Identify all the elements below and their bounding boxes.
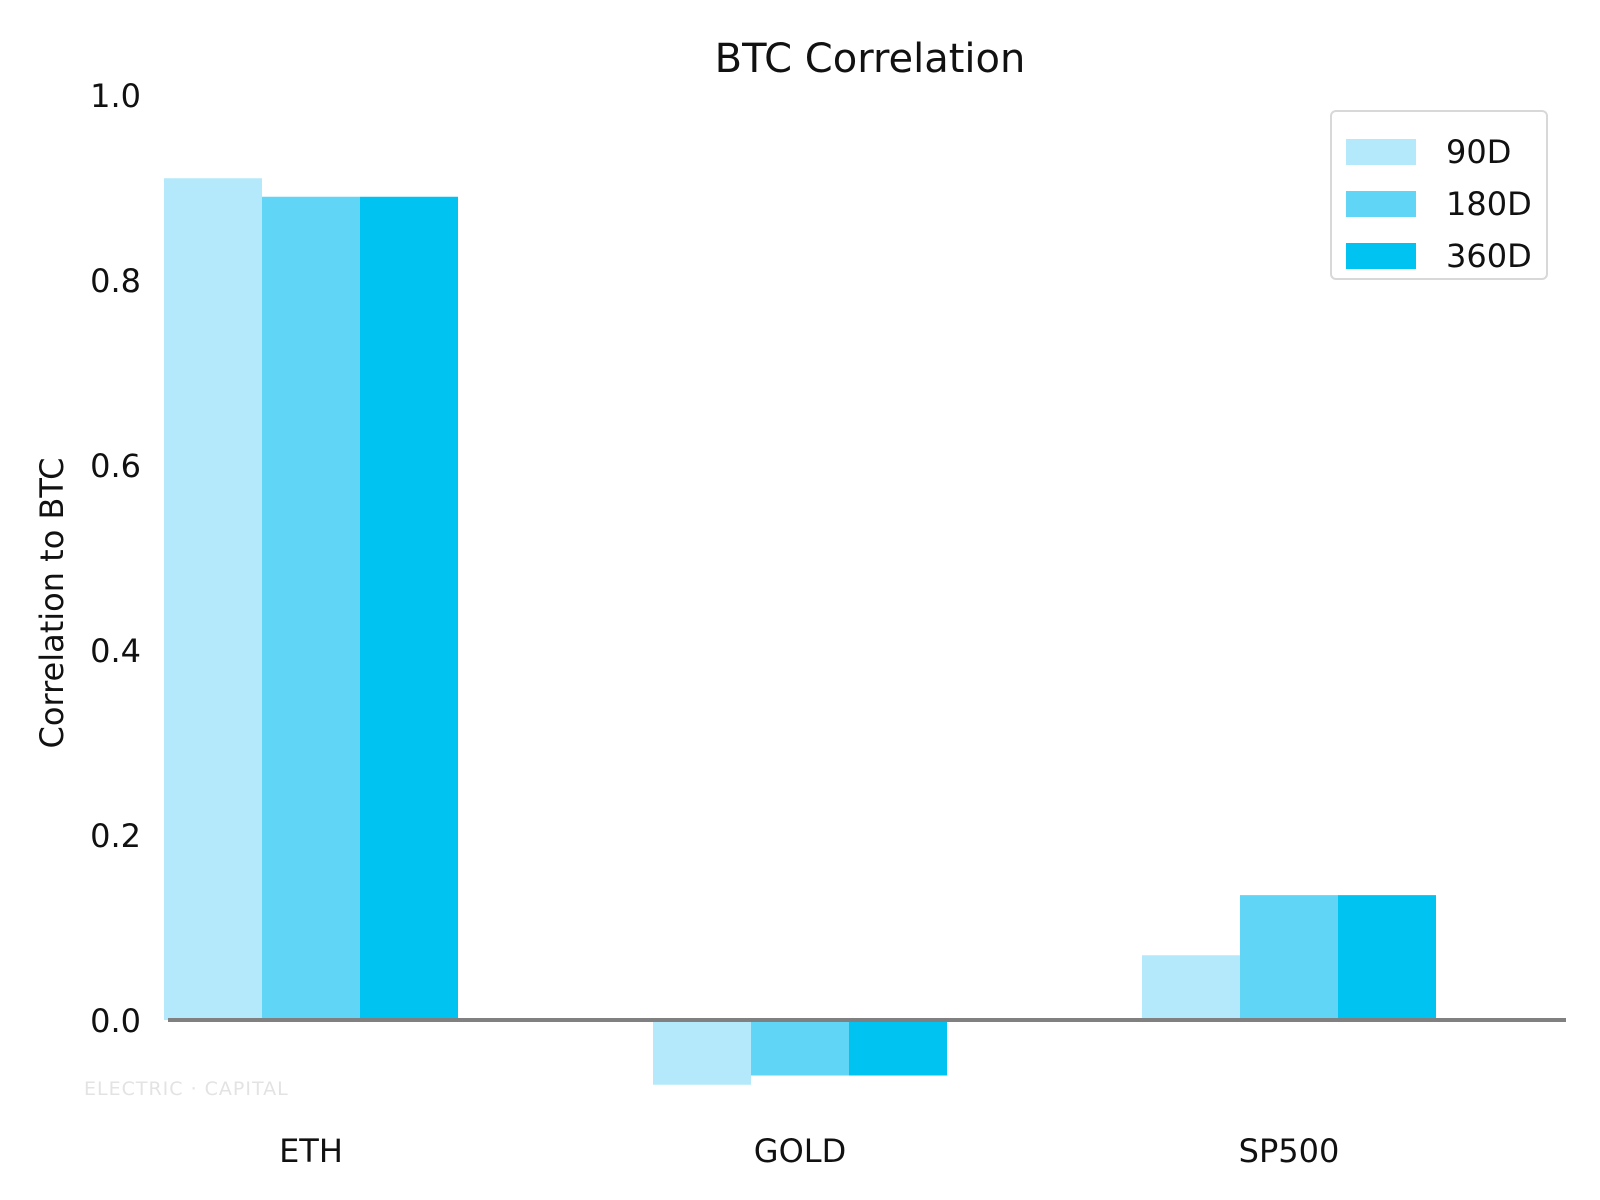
- legend-item: 90D: [1346, 133, 1512, 171]
- tick-labels-layer: 0.0 0.2 0.4 0.6 0.8 1.0 ETH GOLD SP500: [90, 77, 1339, 1170]
- bar-gold-90d: [653, 1020, 751, 1085]
- bar-gold-360d: [849, 1020, 947, 1076]
- legend-item: 360D: [1346, 237, 1532, 275]
- bars-layer: [164, 178, 1436, 1085]
- bar-gold-180d: [751, 1020, 849, 1076]
- legend: 90D 180D 360D: [1330, 110, 1548, 280]
- y-axis-label: Correlation to BTC: [33, 457, 71, 749]
- y-tick-label: 0.6: [90, 447, 141, 485]
- x-tick-label: ETH: [279, 1132, 343, 1170]
- y-tick-label: 1.0: [90, 77, 141, 115]
- bar-eth-90d: [164, 178, 262, 1020]
- legend-label: 360D: [1446, 237, 1532, 275]
- legend-label: 180D: [1446, 185, 1532, 223]
- y-tick-label: 0.4: [90, 632, 141, 670]
- legend-swatch: [1346, 243, 1416, 269]
- legend-swatch: [1346, 139, 1416, 165]
- x-tick-label: GOLD: [754, 1132, 846, 1170]
- bar-sp500-180d: [1240, 895, 1338, 1020]
- bar-sp500-90d: [1142, 955, 1240, 1020]
- bar-eth-360d: [360, 196, 458, 1020]
- y-tick-label: 0.0: [90, 1002, 141, 1040]
- watermark: ELECTRIC · CAPITAL: [84, 1078, 289, 1100]
- legend-label: 90D: [1446, 133, 1512, 171]
- x-tick-label: SP500: [1239, 1132, 1340, 1170]
- bar-eth-180d: [262, 196, 360, 1020]
- legend-item: 180D: [1346, 185, 1532, 223]
- y-tick-label: 0.8: [90, 262, 141, 300]
- chart-title: BTC Correlation: [714, 36, 1026, 82]
- bar-sp500-360d: [1338, 895, 1436, 1020]
- legend-swatch: [1346, 191, 1416, 217]
- y-tick-label: 0.2: [90, 817, 141, 855]
